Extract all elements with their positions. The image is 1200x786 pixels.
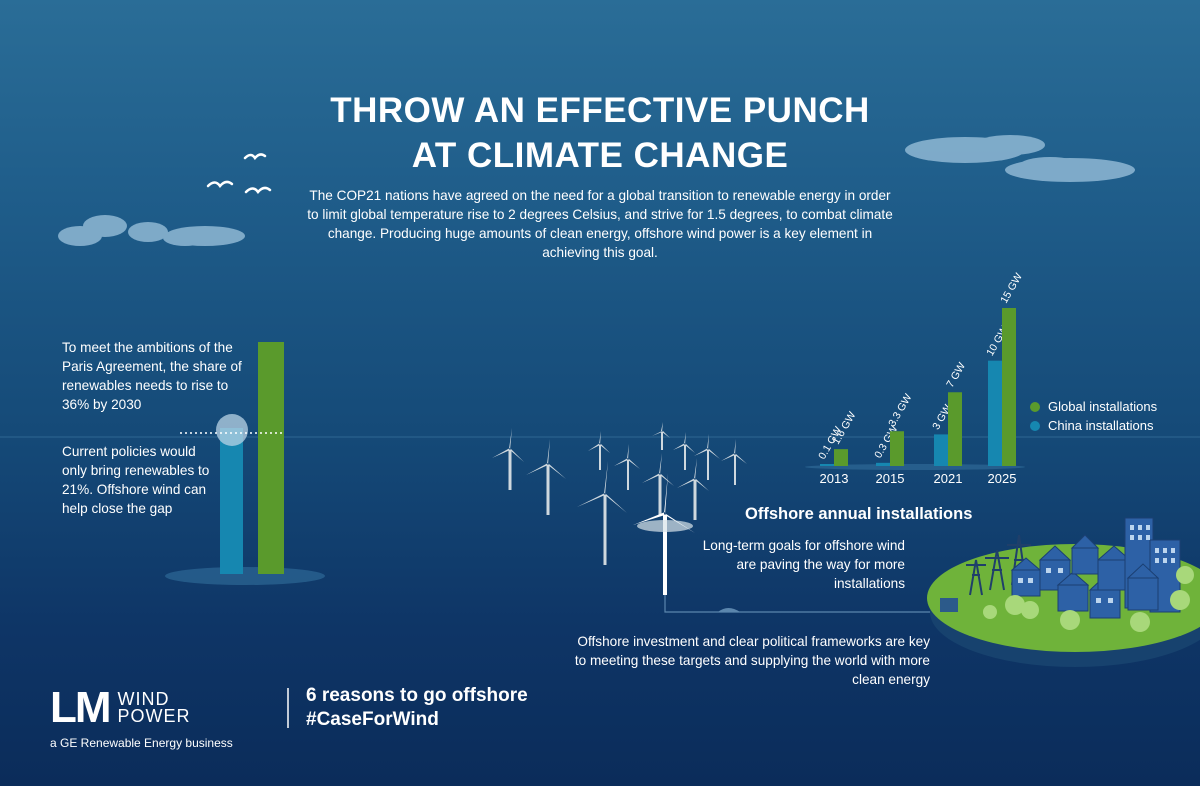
current-share-marker: [216, 414, 248, 446]
bar-global-2013: [834, 449, 848, 466]
legend-china-label: China installations: [1048, 418, 1154, 433]
title-line-1: THROW AN EFFECTIVE PUNCH: [330, 91, 870, 130]
birds-icon: [206, 153, 272, 195]
campaign: 6 reasons to go offshore #CaseForWind: [306, 684, 528, 732]
label-global-2021: 7 GW: [944, 360, 968, 389]
paris-current-text: Current policies would only bring renewa…: [62, 444, 210, 516]
current-share-bar: [220, 428, 243, 574]
bar-china-2025: [988, 360, 1002, 466]
year-label-2021: 2021: [934, 471, 963, 486]
legend-china-dot-icon: [1030, 420, 1040, 431]
campaign-hashtag: #CaseForWind: [306, 709, 439, 730]
bar-china-2021: [934, 434, 948, 466]
logo-tagline: a GE Renewable Energy business: [50, 736, 233, 750]
logo-lm: LM: [50, 683, 112, 732]
chart-legend: Global installations China installations: [1030, 399, 1157, 433]
year-label-2013: 2013: [820, 471, 849, 486]
investment-text: Offshore investment and clear political …: [574, 634, 930, 687]
paris-target-text: To meet the ambitions of the Paris Agree…: [62, 340, 242, 412]
year-label-2025: 2025: [988, 471, 1017, 486]
lm-wind-power-logo: LM WIND POWER a GE Renewable Energy busi…: [50, 683, 233, 751]
year-label-2015: 2015: [876, 471, 905, 486]
island-icon: [927, 517, 1200, 667]
bar-china-2015: [876, 462, 890, 466]
bar-china-2013: [820, 464, 834, 466]
cloud-left-icon: [58, 215, 245, 246]
target-share-bar: [258, 342, 284, 574]
legend-china: China installations: [1030, 418, 1157, 433]
bar-global-2021: [948, 392, 962, 466]
legend-global-dot-icon: [1030, 401, 1040, 412]
label-global-2025: 15 GW: [998, 271, 1025, 305]
page-title: THROW AN EFFECTIVE PUNCH AT CLIMATE CHAN…: [200, 88, 1000, 178]
title-line-2: AT CLIMATE CHANGE: [411, 136, 789, 175]
bar-global-2025: [1002, 308, 1016, 466]
chart-base: [805, 464, 1025, 470]
label-global-2015: 3.3 GW: [886, 392, 914, 429]
cable-wave: [718, 608, 740, 612]
logo-power: POWER: [117, 706, 191, 726]
legend-global: Global installations: [1030, 399, 1157, 414]
logo-wind: WIND: [117, 689, 170, 709]
installations-description: Long-term goals for offshore wind are pa…: [702, 538, 905, 591]
intro-text: The COP21 nations have agreed on the nee…: [307, 188, 893, 260]
bar-global-2015: [890, 431, 904, 466]
cloud-right-icon: [905, 135, 1135, 182]
legend-global-label: Global installations: [1048, 399, 1158, 414]
campaign-line-1: 6 reasons to go offshore: [306, 685, 528, 706]
cable-line: [664, 595, 935, 613]
installations-title: Offshore annual installations: [745, 505, 973, 523]
turbine-base-splash: [637, 520, 693, 532]
bar-base-splash: [165, 567, 325, 585]
